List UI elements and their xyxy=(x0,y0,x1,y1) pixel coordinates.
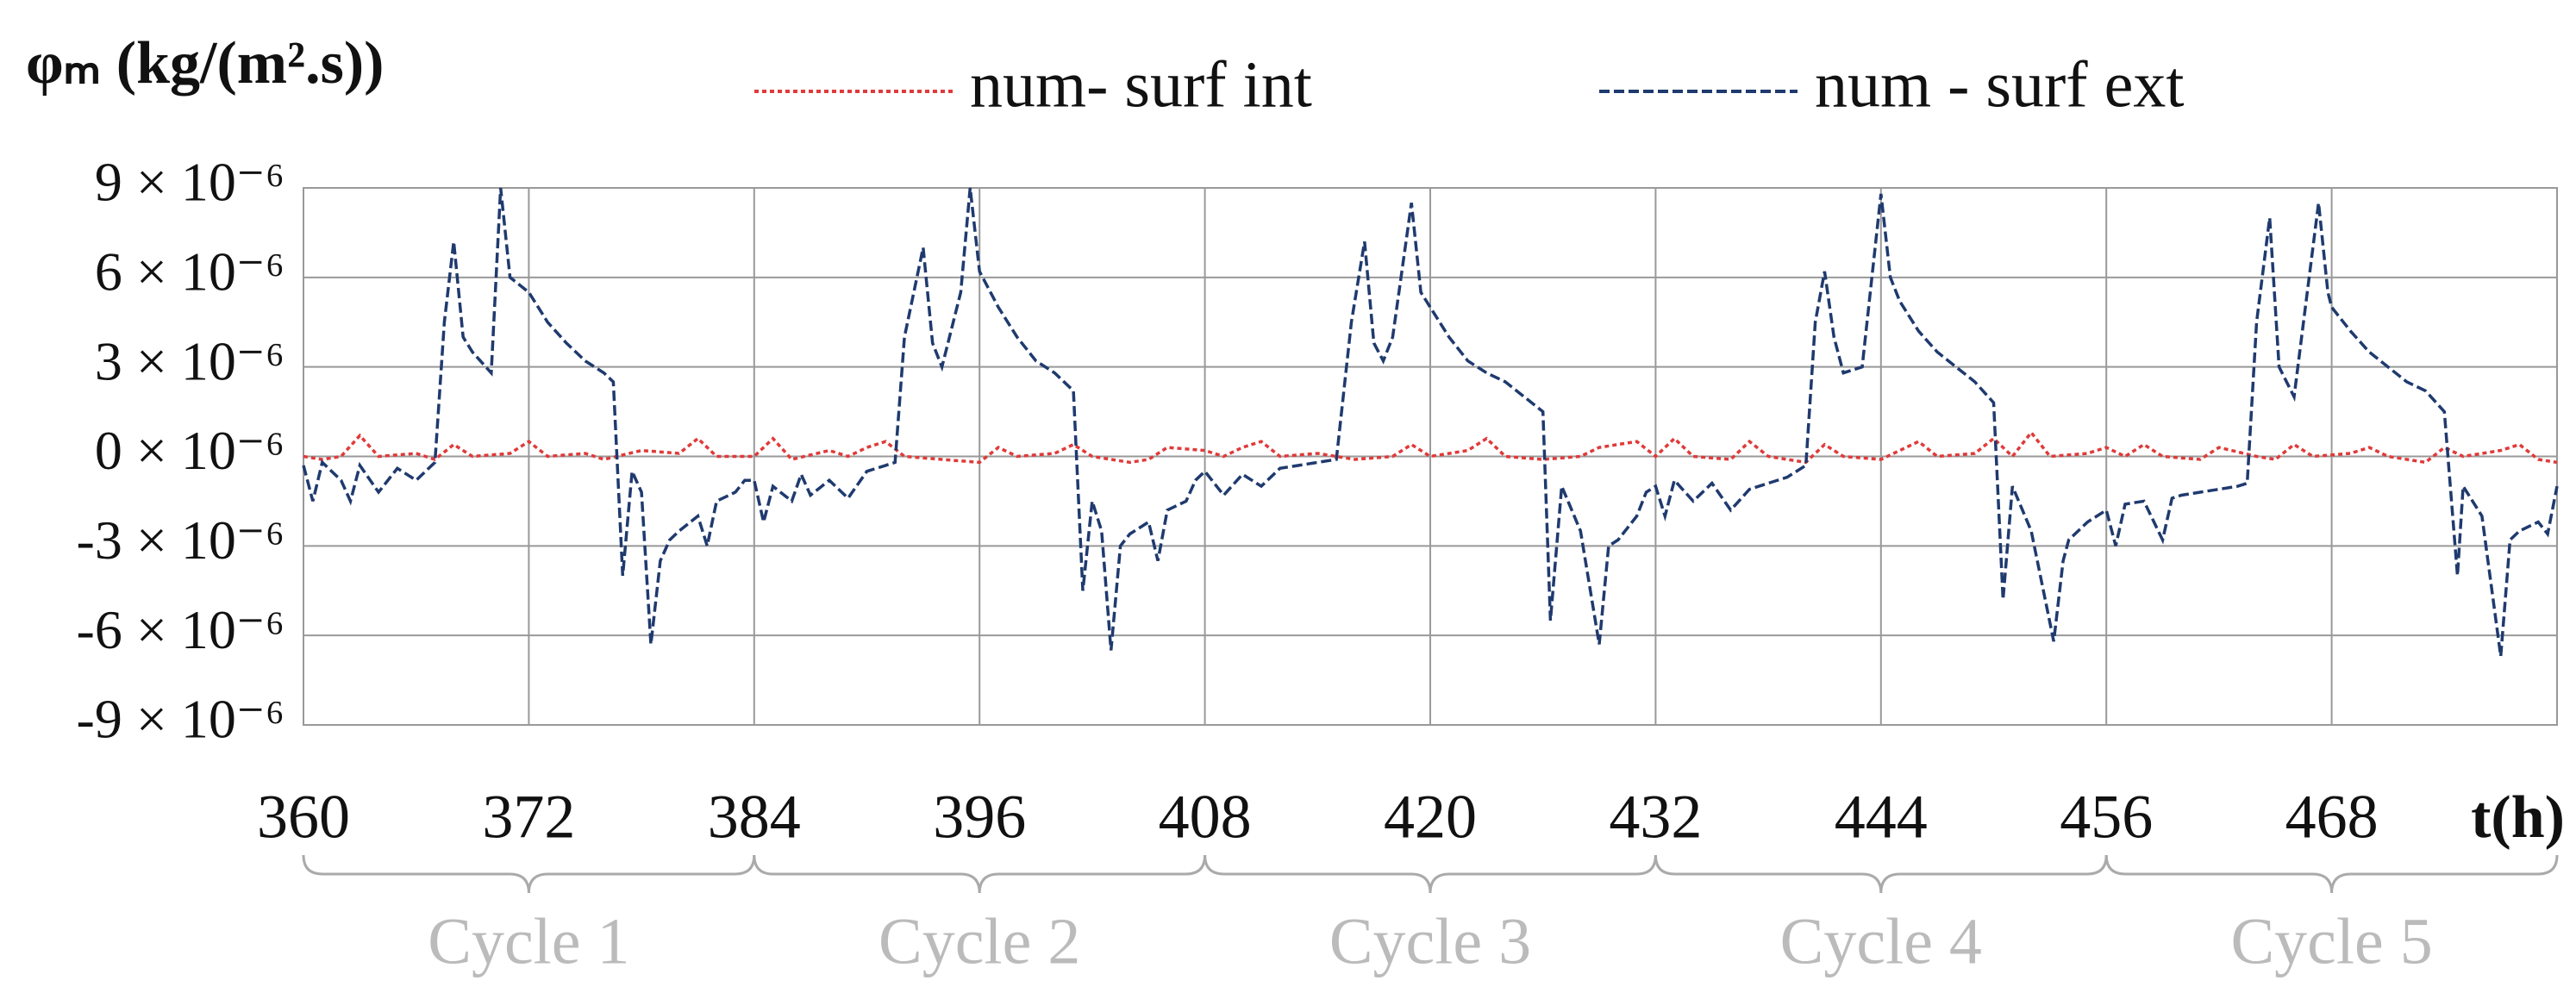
x-tick-label: 468 xyxy=(2285,783,2379,852)
cycle-label: Cycle 3 xyxy=(1329,905,1531,977)
cycle-bracket xyxy=(2104,854,2559,894)
cycle-label: Cycle 5 xyxy=(2230,905,2432,977)
y-tick-label: -9 × 10⁻⁶ xyxy=(77,689,285,750)
y-tick-label: 6 × 10⁻⁶ xyxy=(95,241,284,303)
x-tick-label: 372 xyxy=(482,783,575,852)
y-tick-label: -3 × 10⁻⁶ xyxy=(77,509,285,571)
y-axis-title: φₘ (kg/(m².s)) xyxy=(26,30,384,97)
cycle-bracket xyxy=(1204,854,1657,894)
x-tick-label: 444 xyxy=(1835,783,1928,852)
cycle-bracket xyxy=(1654,854,2108,894)
x-tick-label: 396 xyxy=(933,783,1026,852)
cycle-bracket xyxy=(302,854,756,894)
x-tick-label: 420 xyxy=(1384,783,1477,852)
x-tick-label: 360 xyxy=(257,783,350,852)
x-tick-label: 384 xyxy=(708,783,801,852)
x-tick-label: 456 xyxy=(2060,783,2153,852)
x-tick-label: 432 xyxy=(1609,783,1702,852)
series-line xyxy=(303,429,2558,465)
legend-label: num- surf int xyxy=(970,48,1312,121)
y-tick-label: 9 × 10⁻⁶ xyxy=(95,152,284,213)
legend-label: num - surf ext xyxy=(1815,48,2184,121)
y-tick-label: 0 × 10⁻⁶ xyxy=(95,420,284,481)
cycle-label: Cycle 4 xyxy=(1780,905,1982,977)
x-tick-label: 408 xyxy=(1159,783,1252,852)
y-tick-label: -6 × 10⁻⁶ xyxy=(77,599,285,660)
cycle-label: Cycle 2 xyxy=(878,905,1080,977)
y-tick-label: 3 × 10⁻⁶ xyxy=(95,330,284,391)
x-axis-title: t(h) xyxy=(2471,784,2565,851)
cycle-bracket xyxy=(753,854,1207,894)
cycle-label: Cycle 1 xyxy=(428,905,629,977)
series-line xyxy=(302,187,2559,657)
